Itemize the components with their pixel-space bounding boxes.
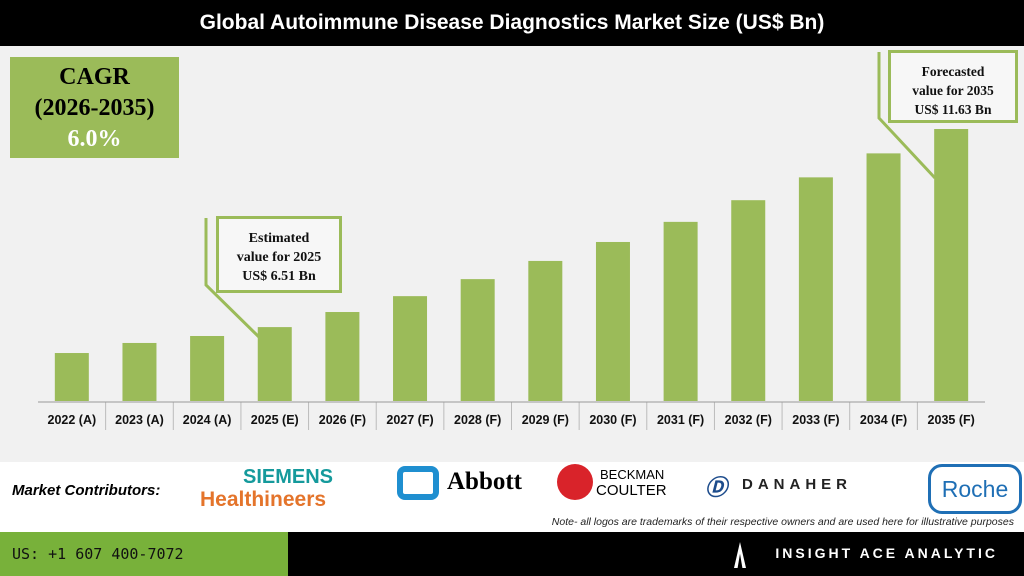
bar-2027 (F) <box>393 296 428 401</box>
estimated-callout: Estimated value for 2025 US$ 6.51 Bn <box>216 216 342 293</box>
abbott-logo: Abbott <box>447 468 523 495</box>
x-tick-label: 2028 (F) <box>454 413 501 427</box>
bar-2028 (F) <box>460 279 495 401</box>
beckman-icon <box>557 464 593 500</box>
x-tick-label: 2022 (A) <box>48 413 97 427</box>
siemens-logo: SIEMENS <box>243 466 334 488</box>
callout-connector <box>204 218 262 340</box>
bar-2033 (F) <box>798 177 833 401</box>
x-tick-label: 2026 (F) <box>319 413 366 427</box>
contributors-strip: Market Contributors: SIEMENS Healthineer… <box>0 462 1024 532</box>
x-tick-label: 2029 (F) <box>522 413 569 427</box>
chart-title: Global Autoimmune Disease Diagnostics Ma… <box>0 0 1024 46</box>
roche-logo: Roche <box>928 464 1022 514</box>
x-tick-label: 2034 (F) <box>860 413 907 427</box>
x-tick-label: 2023 (A) <box>115 413 164 427</box>
cagr-box: CAGR (2026-2035) 6.0% <box>10 57 179 158</box>
trademark-note: Note- all logos are trademarks of their … <box>551 516 1014 528</box>
callout-text: Estimated <box>248 231 310 246</box>
callout-text: value for 2035 <box>912 83 994 98</box>
abbott-icon <box>397 466 439 500</box>
x-tick-label: 2027 (F) <box>386 413 433 427</box>
contributors-label: Market Contributors: <box>12 482 161 499</box>
callout-text: US$ 6.51 Bn <box>242 269 316 284</box>
bar-2024 (A) <box>190 335 225 401</box>
x-tick-label: 2025 (E) <box>251 413 299 427</box>
beckman-logo: BECKMAN <box>600 467 665 482</box>
phone-number: US: +1 607 400-7072 <box>0 532 288 576</box>
cagr-period: (2026-2035) <box>34 95 155 121</box>
callout-connector <box>877 52 937 180</box>
cagr-value: 6.0% <box>67 126 122 152</box>
healthineers-logo: Healthineers <box>200 488 327 511</box>
coulter-logo: COULTER <box>596 482 667 499</box>
bar-2035 (F) <box>934 129 969 401</box>
bar-2029 (F) <box>528 260 563 401</box>
bar-2030 (F) <box>595 241 630 401</box>
bar-2023 (A) <box>122 342 157 401</box>
bar-2034 (F) <box>866 153 901 401</box>
x-tick-label: 2024 (A) <box>183 413 232 427</box>
forecasted-callout: Forecasted value for 2035 US$ 11.63 Bn <box>888 50 1018 123</box>
bar-2031 (F) <box>663 221 698 401</box>
callout-text: value for 2025 <box>236 250 322 265</box>
x-tick-label: 2033 (F) <box>792 413 839 427</box>
x-tick-label: 2030 (F) <box>589 413 636 427</box>
danaher-logo: DANAHER <box>742 476 852 493</box>
bar-2022 (A) <box>54 353 89 401</box>
brand-name: INSIGHT ACE ANALYTIC <box>775 545 998 561</box>
x-tick-label: 2032 (F) <box>725 413 772 427</box>
cagr-label: CAGR <box>59 64 130 90</box>
callout-text: US$ 11.63 Bn <box>914 102 992 117</box>
bar-2032 (F) <box>731 200 766 401</box>
danaher-icon: Ⓓ <box>705 475 728 500</box>
callout-text: Forecasted <box>921 64 985 79</box>
brand-logo-icon <box>734 542 746 568</box>
bar-chart: 2022 (A) 2023 (A) 2024 (A) 2025 (E) 2026 (F)… <box>38 52 985 430</box>
x-tick-label: 2031 (F) <box>657 413 704 427</box>
bar-2025 (E) <box>257 327 292 401</box>
footer-bar: INSIGHT ACE ANALYTIC <box>288 532 1024 576</box>
bar-2026 (F) <box>325 312 360 401</box>
x-tick-label: 2035 (F) <box>928 413 975 427</box>
